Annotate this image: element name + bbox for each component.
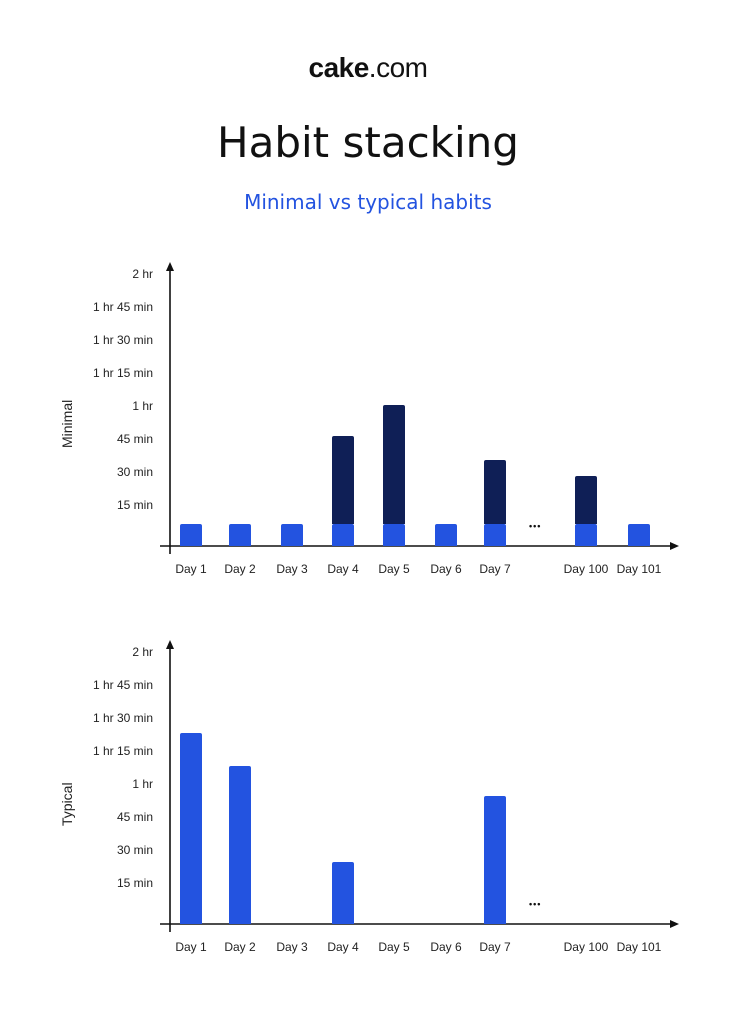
logo-domain: .com [368,52,428,83]
y-tick-label: 30 min [116,465,153,479]
y-tick-label: 45 min [116,810,153,824]
y-tick-label: 15 min [116,876,153,890]
x-axis-arrow-icon [670,920,679,928]
y-tick-label: 1 hr 30 min [92,711,153,725]
y-axis-arrow-icon [166,262,174,271]
page-title: Habit stacking [217,118,519,167]
y-tick-label: 2 hr [132,645,153,659]
x-tick-label: Day 3 [276,562,308,576]
x-tick-label: Day 5 [378,562,410,576]
bar [484,460,506,524]
y-tick-label: 30 min [116,843,153,857]
bar [332,524,354,546]
y-tick-label: 1 hr 15 min [92,744,153,758]
bar [575,475,597,524]
bar [281,524,303,546]
x-tick-label: Day 2 [224,562,256,576]
y-tick-label: 1 hr [132,399,153,413]
logo: cake.com [0,52,736,84]
x-tick-label: Day 100 [563,562,609,576]
x-tick-label: Day 2 [224,940,256,954]
x-tick-label: Day 3 [276,940,308,954]
bar [332,436,354,524]
y-tick-label: 1 hr [132,777,153,791]
logo-bold: cake [308,52,370,83]
y-tick-label: 45 min [116,432,153,446]
y-tick-label: 1 hr 45 min [92,678,153,692]
bar [332,862,354,924]
bar [383,524,405,546]
y-tick-label: 1 hr 15 min [92,366,153,380]
bar [484,796,506,924]
bar [229,524,251,546]
x-tick-label: Day 6 [430,562,462,576]
y-tick-label: 1 hr 30 min [92,333,153,347]
bar [229,765,251,924]
x-tick-label: Day 100 [563,940,609,954]
x-tick-label: Day 6 [430,940,462,954]
bar [484,524,506,546]
bar [435,524,457,546]
x-tick-label: Day 101 [616,562,662,576]
x-axis-arrow-icon [670,542,679,550]
x-tick-label: Day 1 [175,940,207,954]
x-tick-label: Day 7 [479,940,511,954]
x-tick-label: Day 4 [327,562,359,576]
ellipsis-marker: ••• [529,899,542,909]
y-axis-arrow-icon [166,640,174,649]
y-tick-label: 15 min [116,498,153,512]
page-subtitle: Minimal vs typical habits [244,190,492,214]
bar [383,405,405,524]
x-tick-label: Day 5 [378,940,410,954]
x-tick-label: Day 1 [175,562,207,576]
y-tick-label: 2 hr [132,267,153,281]
ellipsis-marker: ••• [529,521,542,531]
bar [180,524,202,546]
bar [575,524,597,546]
y-tick-label: 1 hr 45 min [92,300,153,314]
minimal-chart: Minimal 15 min 30 min 45 min 1 hr 1 hr 15 min… [59,262,679,576]
bar [628,524,650,546]
x-tick-label: Day 7 [479,562,511,576]
bar [180,732,202,924]
x-tick-label: Day 101 [616,940,662,954]
x-tick-label: Day 4 [327,940,359,954]
